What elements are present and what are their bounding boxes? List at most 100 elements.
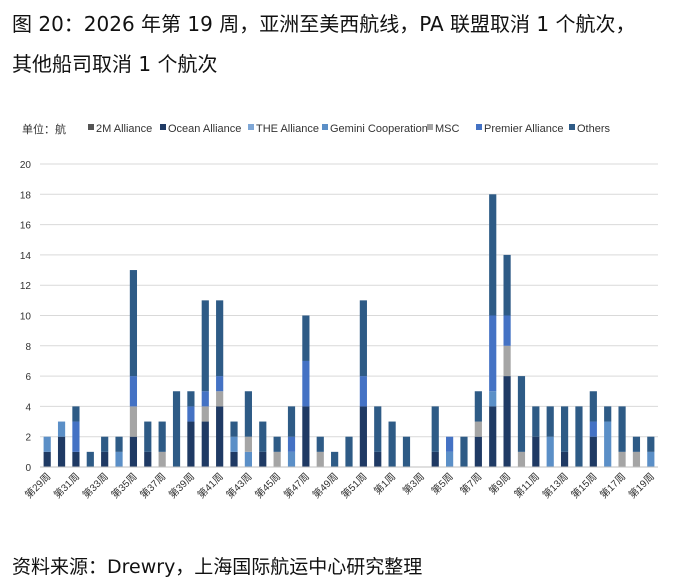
- bar-segment: [474, 391, 482, 422]
- bar-segment: [259, 421, 267, 452]
- unit-label: 单位：航: [22, 122, 66, 136]
- chart-frame: 单位：航 2M Alliance Ocean Alliance THE Allianc…: [8, 100, 680, 540]
- bar-segment: [632, 451, 641, 467]
- bar-segment: [144, 421, 152, 452]
- bar-segment: [129, 270, 138, 377]
- bar-segment: [446, 451, 454, 467]
- bar-segment: [72, 421, 80, 452]
- bar-segment: [632, 436, 641, 452]
- bar-segment: [158, 451, 166, 467]
- legend-swatch: [322, 124, 328, 130]
- bar-segment: [129, 406, 138, 437]
- x-tick-label: 第3周: [400, 470, 427, 497]
- bar-segment: [503, 345, 511, 377]
- bar-segment: [287, 406, 296, 437]
- x-tick-label: 第5周: [428, 470, 455, 497]
- bar-segment: [359, 406, 367, 467]
- bar-segment: [216, 406, 224, 467]
- bar-segment: [259, 451, 267, 467]
- x-tick-label: 第13周: [540, 470, 571, 501]
- legend-label: MSC: [435, 123, 460, 135]
- bar-segment: [517, 376, 526, 452]
- bar-segment: [647, 436, 655, 452]
- bar-segment: [560, 451, 569, 467]
- y-tick-label: 8: [25, 342, 31, 353]
- bar-segment: [489, 406, 497, 467]
- bar-segment: [187, 421, 195, 467]
- bar-segment: [201, 406, 209, 422]
- y-tick-label: 6: [25, 372, 31, 383]
- y-tick-label: 12: [20, 281, 32, 292]
- x-tick-label: 第39周: [166, 470, 197, 501]
- bar-segment: [331, 451, 339, 467]
- y-tick-label: 20: [20, 160, 32, 171]
- bar-segment: [374, 451, 382, 467]
- legend-swatch: [88, 124, 94, 130]
- bar-segment: [57, 436, 66, 467]
- bar-segment: [402, 436, 411, 467]
- x-tick-label: 第47周: [281, 470, 312, 501]
- figure-title-line-1: 图 20：2026 年第 19 周，亚洲至美西航线，PA 联盟取消 1 个航次，: [12, 12, 636, 36]
- x-tick-label: 第15周: [568, 470, 599, 501]
- bar-segment: [72, 451, 80, 467]
- bar-segment: [345, 436, 353, 467]
- bar-segment: [57, 421, 66, 437]
- bar-segment: [201, 391, 209, 407]
- legend-swatch: [248, 124, 254, 130]
- y-tick-label: 4: [25, 402, 31, 413]
- bar-segment: [101, 451, 109, 467]
- x-tick-label: 第11周: [511, 470, 542, 501]
- x-tick-label: 第29周: [22, 470, 53, 501]
- bar-segment: [532, 436, 540, 467]
- bar-segment: [273, 436, 281, 452]
- figure-title: 图 20：2026 年第 19 周，亚洲至美西航线，PA 联盟取消 1 个航次，…: [12, 4, 688, 84]
- bar-segment: [489, 194, 497, 316]
- stacked-bar-chart: 单位：航 2M Alliance Ocean Alliance THE Allianc…: [20, 122, 658, 501]
- bar-segment: [431, 451, 439, 467]
- bar-segment: [244, 391, 252, 437]
- legend-label: Gemini Cooperation: [330, 123, 428, 135]
- bar-segment: [115, 451, 123, 467]
- legend-label: Others: [577, 123, 611, 135]
- bar-segment: [43, 436, 51, 452]
- bar-segment: [230, 451, 238, 467]
- bar-segment: [187, 391, 195, 407]
- bar-segment: [216, 376, 224, 392]
- bar-segment: [474, 436, 482, 467]
- bar-segment: [115, 436, 123, 452]
- bar-segment: [216, 391, 224, 407]
- x-tick-label: 第43周: [223, 470, 254, 501]
- y-tick-label: 10: [20, 312, 32, 323]
- bar-segment: [503, 254, 511, 316]
- bar-segment: [546, 406, 554, 437]
- bar-segment: [618, 451, 626, 467]
- bar-segment: [158, 421, 166, 452]
- source-note: 资料来源：Drewry，上海国际航运中心研究整理: [12, 556, 423, 578]
- x-tick-label: 第17周: [597, 470, 628, 501]
- x-tick-label: 第41周: [195, 470, 226, 501]
- bar-segment: [647, 451, 655, 467]
- bar-segment: [446, 436, 454, 452]
- bar-segment: [359, 376, 367, 407]
- y-tick-label: 16: [20, 221, 32, 232]
- bar-segment: [589, 436, 597, 467]
- y-tick-label: 14: [20, 251, 32, 262]
- x-tick-label: 第51周: [338, 470, 369, 501]
- x-tick-label: 第19周: [626, 470, 657, 501]
- bar-segment: [86, 451, 94, 467]
- x-tick-label: 第33周: [80, 470, 111, 501]
- bar-segment: [129, 376, 138, 407]
- bar-segment: [201, 421, 209, 467]
- x-tick-label: 第37周: [137, 470, 168, 501]
- bar-segment: [287, 436, 296, 452]
- bar-segment: [230, 436, 238, 452]
- bar-segment: [388, 421, 396, 467]
- bar-segment: [302, 406, 310, 467]
- y-tick-label: 2: [25, 433, 31, 444]
- bar-segment: [302, 360, 310, 407]
- bar-segment: [431, 406, 439, 452]
- x-tick-label: 第35周: [108, 470, 139, 501]
- bar-segment: [489, 315, 497, 392]
- bar-segment: [287, 451, 296, 467]
- bar-segment: [532, 406, 540, 437]
